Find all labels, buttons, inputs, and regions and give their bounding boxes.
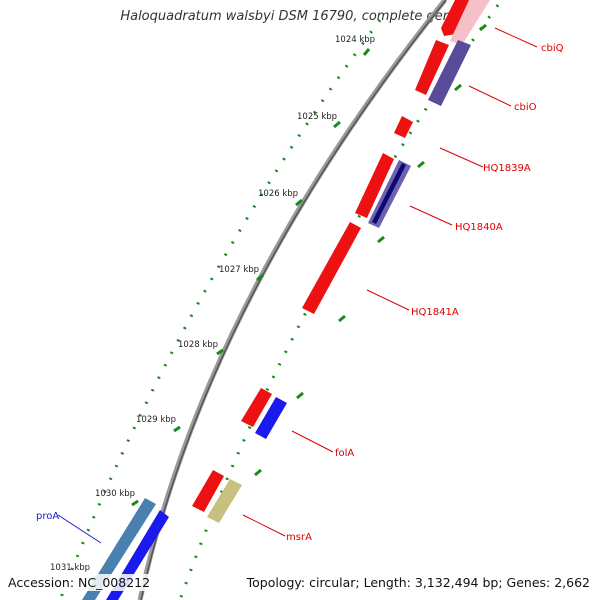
genome-summary-text: Topology: circular; Length: 3,132,494 bp…: [244, 574, 592, 591]
gene-label-HQ1839A: HQ1839A: [483, 163, 531, 174]
ruler-label: 1027 kbp: [219, 265, 259, 275]
gene-folA-arrow[interactable]: [241, 388, 272, 427]
gene-label-folA: folA: [335, 448, 354, 459]
gene-label-HQ1841A: HQ1841A: [411, 307, 459, 318]
gene-cbiO-purple[interactable]: [428, 40, 471, 106]
genome-backbone: [137, 0, 447, 600]
gene-label-HQ1840A: HQ1840A: [455, 222, 503, 233]
gene-labels: cbiQ cbiO HQ1839A HQ1840A HQ1841A folA m…: [36, 43, 564, 543]
gene-features: [82, 0, 490, 600]
ruler-label: 1024 kbp: [335, 35, 375, 45]
ruler-outer-arc: [178, 4, 500, 600]
gene-label-msrA: msrA: [286, 532, 312, 543]
gene-label-cbiO: cbiO: [514, 102, 537, 113]
ruler-label: 1025 kbp: [297, 112, 337, 122]
gene-HQ1841A-arrow[interactable]: [302, 222, 361, 314]
gene-msrA-khaki[interactable]: [207, 479, 242, 523]
gene-cbiO-arrow[interactable]: [415, 40, 449, 95]
gene-label-proA: proA: [36, 511, 59, 522]
gene-HQ1840A-arrow[interactable]: [355, 153, 394, 218]
gene-folA-blue[interactable]: [255, 397, 287, 439]
gene-cbiQ-pink-arrow[interactable]: [450, 0, 490, 45]
gene-label-cbiQ: cbiQ: [541, 43, 564, 54]
map-title: Haloquadratum walsbyi DSM 16790, complet…: [120, 9, 480, 24]
ruler-labels: 1024 kbp 1025 kbp 1026 kbp 1027 kbp 1028…: [50, 35, 375, 573]
gene-HQ1840A-navy[interactable]: [372, 163, 406, 224]
gene-msrA-arrow[interactable]: [192, 470, 224, 512]
ruler-label: 1030 kbp: [95, 489, 135, 499]
gene-cbiQ-arrow[interactable]: [441, 0, 470, 36]
ruler-label: 1028 kbp: [178, 340, 218, 350]
gene-HQ1839A-arrow[interactable]: [394, 116, 413, 138]
ruler-ticks: [91, 23, 487, 582]
ruler-label: 1029 kbp: [136, 415, 176, 425]
label-leaders: [57, 27, 538, 544]
genome-backbone-highlight: [140, 0, 447, 600]
ruler-label: 1026 kbp: [258, 189, 298, 199]
ruler-label: 1031 kbp: [50, 563, 90, 573]
accession-text: Accession: NC_008212: [6, 574, 153, 591]
